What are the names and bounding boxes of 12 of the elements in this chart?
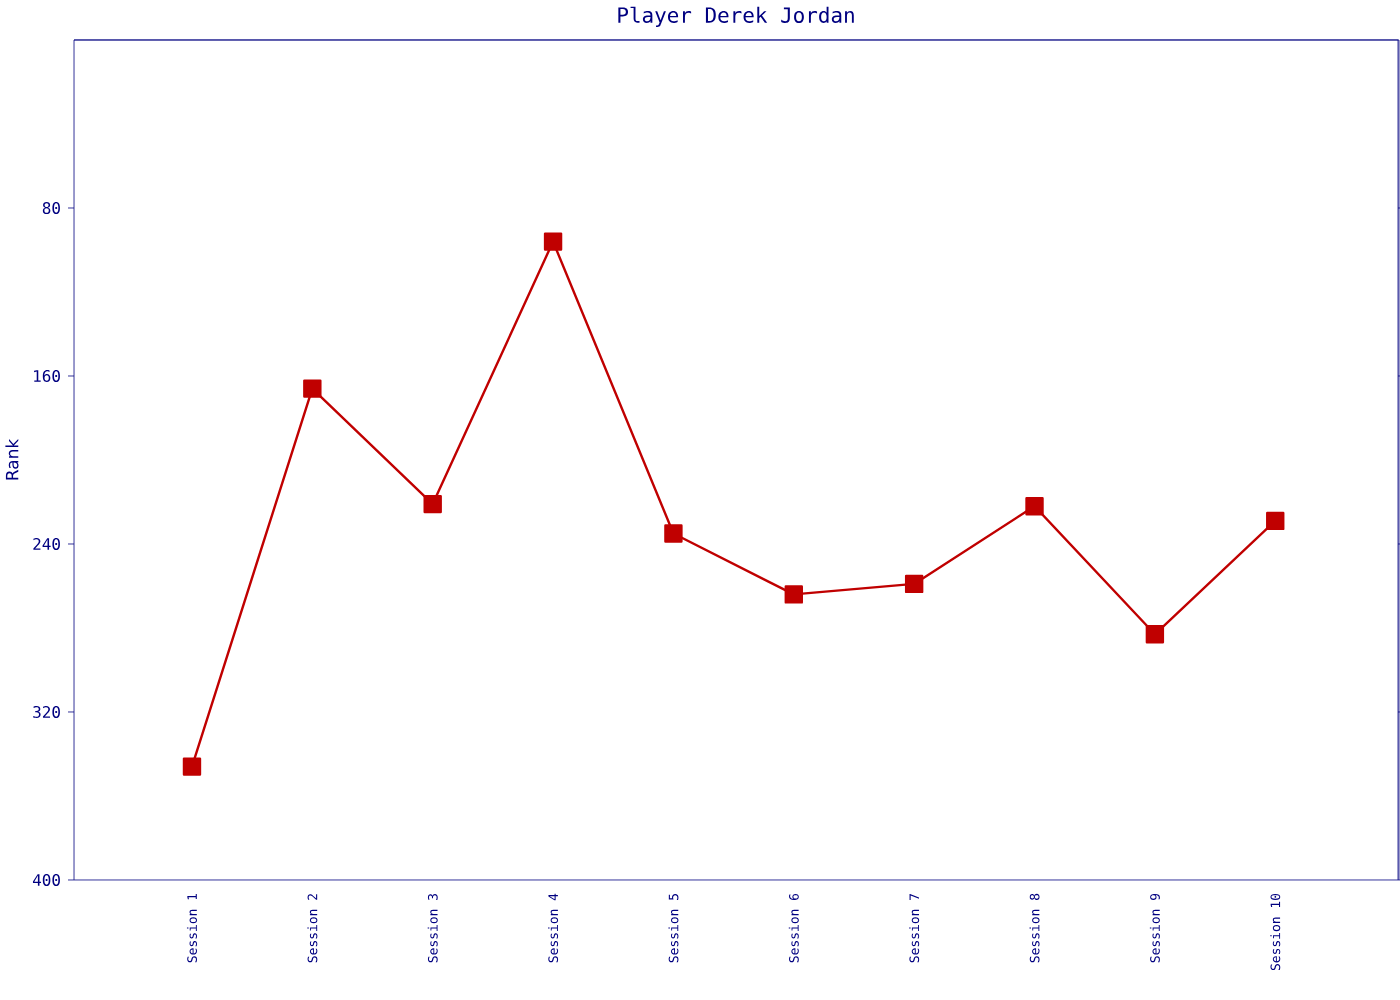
point (182, 757, 202, 776)
point (303, 379, 322, 398)
point (904, 574, 924, 594)
chart-title: Player Derek Jordan (618, 6, 854, 27)
point (543, 232, 563, 251)
point (1145, 625, 1165, 644)
point (423, 494, 442, 514)
point (664, 524, 683, 543)
point (1025, 496, 1044, 516)
point (784, 585, 803, 604)
y-axis-title: Rank (5, 438, 19, 480)
point (1266, 511, 1285, 531)
